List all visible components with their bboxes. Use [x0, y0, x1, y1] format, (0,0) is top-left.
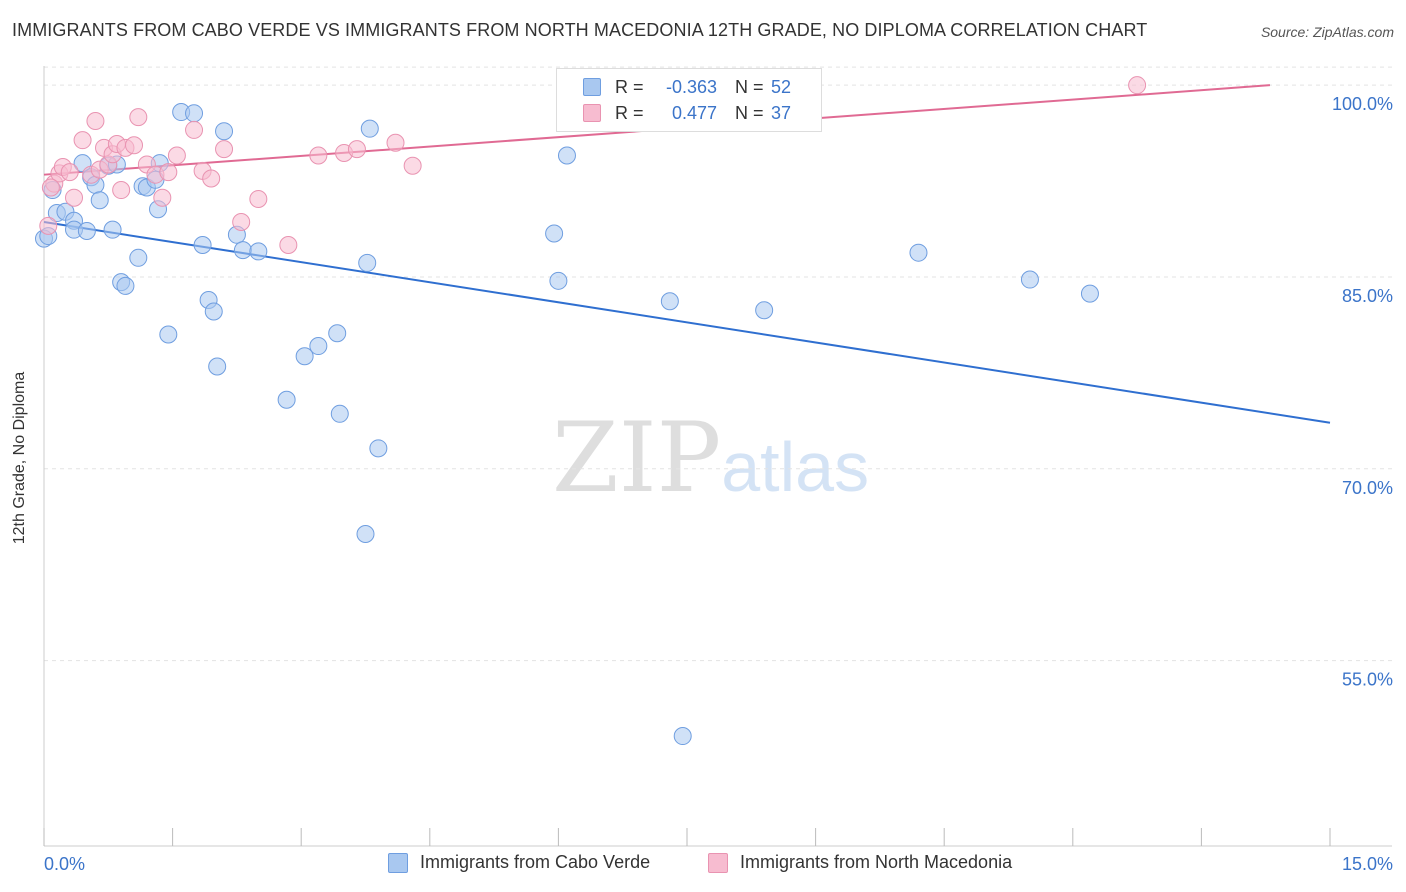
watermark-zip: ZIP [552, 402, 722, 514]
data-point [215, 122, 234, 141]
n-label: N = [735, 77, 764, 97]
data-point [386, 133, 405, 152]
data-point [277, 390, 296, 409]
watermark: ZIPatlas [552, 402, 869, 514]
data-point [202, 169, 221, 188]
r-value: -0.363 [665, 77, 717, 97]
data-point [309, 146, 328, 165]
axis-layer [43, 66, 1392, 847]
data-point [86, 111, 105, 130]
data-point [129, 108, 148, 127]
series-swatch-pink [708, 853, 728, 873]
data-point [673, 727, 692, 746]
data-point [90, 191, 109, 210]
data-point [116, 276, 135, 295]
data-point [1128, 76, 1147, 95]
r-label: R = [615, 103, 644, 123]
series-swatch-blue [388, 853, 408, 873]
point-layer [35, 76, 1147, 746]
data-point [167, 146, 186, 165]
data-point [159, 325, 178, 344]
r-value: 0.477 [671, 103, 717, 123]
data-point [403, 156, 422, 175]
data-point [193, 236, 212, 255]
data-point [545, 224, 564, 243]
r-label: R = [615, 77, 644, 97]
data-point [204, 302, 223, 321]
label-layer: 55.0% 70.0% 85.0% 100.0% 0.0% 15.0% [44, 94, 1393, 874]
data-point [60, 163, 79, 182]
data-point [549, 271, 568, 290]
data-point [185, 120, 204, 139]
legend-swatch-blue [583, 78, 601, 96]
series-name: Immigrants from Cabo Verde [420, 852, 651, 872]
data-point [330, 404, 349, 423]
data-point [185, 104, 204, 123]
data-point [232, 213, 251, 231]
data-point [77, 221, 96, 240]
y-tick-label: 55.0% [1342, 670, 1393, 690]
data-point [129, 248, 148, 267]
grid-layer [44, 66, 1392, 662]
data-point [73, 131, 92, 150]
data-point [249, 242, 268, 261]
stats-legend: R = -0.363 N = 52 R = 0.477 N = 37 [556, 68, 822, 132]
data-point [309, 337, 328, 356]
y-tick-label: 85.0% [1342, 286, 1393, 306]
x-tick-label: 15.0% [1342, 854, 1393, 874]
data-point [233, 241, 252, 260]
legend-swatch-pink [583, 104, 601, 122]
data-point [295, 347, 314, 366]
n-value: 52 [771, 77, 792, 97]
data-point [159, 163, 178, 182]
series-name: Immigrants from North Macedonia [740, 852, 1013, 872]
data-point [356, 525, 375, 543]
data-point [360, 119, 379, 138]
x-tick-label: 0.0% [44, 854, 85, 874]
data-point [153, 188, 172, 207]
data-point [328, 324, 347, 343]
data-point [909, 243, 928, 262]
source-credit: Source: ZipAtlas.com [1260, 24, 1394, 40]
data-point [369, 439, 388, 458]
data-point [358, 253, 377, 272]
chart-title: IMMIGRANTS FROM CABO VERDE VS IMMIGRANTS… [12, 20, 1148, 40]
y-tick-label: 70.0% [1342, 478, 1393, 498]
n-label: N = [735, 103, 764, 123]
legend-row-north-macedonia: R = 0.477 N = 37 [557, 101, 821, 125]
data-point [249, 189, 268, 208]
data-point [112, 181, 131, 200]
data-point [755, 301, 774, 320]
data-point [1020, 270, 1039, 289]
data-point [215, 140, 234, 159]
data-point [1080, 284, 1099, 303]
data-point [660, 292, 679, 311]
y-tick-label: 100.0% [1332, 94, 1393, 114]
data-point [125, 136, 144, 155]
data-point [208, 357, 227, 376]
y-axis-label: 12th Grade, No Diploma [11, 371, 28, 545]
data-point [41, 178, 60, 197]
data-point [103, 220, 122, 239]
watermark-atlas: atlas [721, 428, 870, 506]
data-point [557, 146, 576, 165]
n-value: 37 [771, 103, 792, 123]
legend-row-cabo-verde: R = -0.363 N = 52 [557, 75, 821, 99]
data-point [65, 188, 84, 207]
data-point [39, 216, 58, 235]
data-point [347, 140, 366, 159]
data-point [279, 236, 298, 255]
